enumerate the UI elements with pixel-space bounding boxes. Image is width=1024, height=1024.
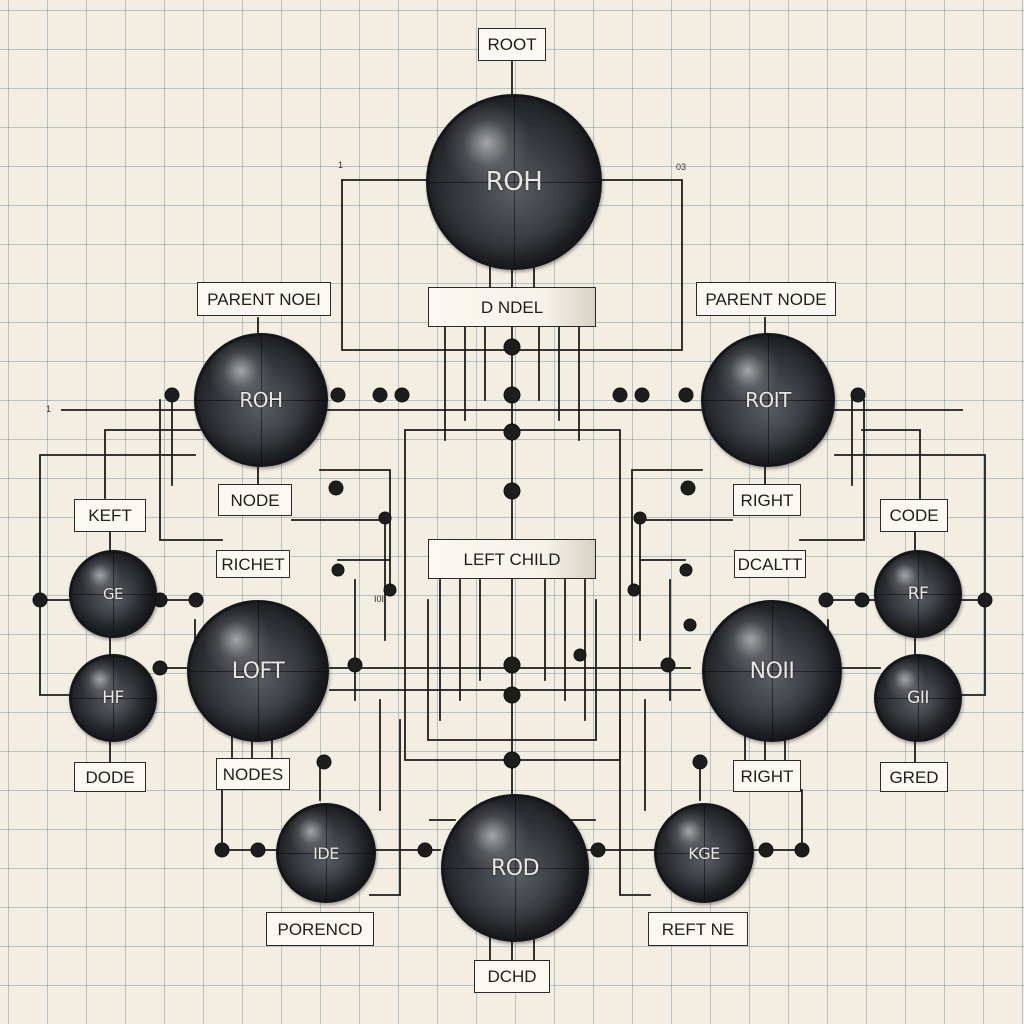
outer-right-top-node[interactable]: RF xyxy=(874,550,962,638)
outer-right-bottom-node-label: GII xyxy=(907,688,929,708)
right-child-node[interactable]: NOII xyxy=(702,600,842,742)
right-child-node-label: NOII xyxy=(749,658,795,684)
kleft-tag: KEFT xyxy=(74,499,146,532)
outer-left-top-node[interactable]: GE xyxy=(69,550,157,638)
bottom-left-node-label: IDE xyxy=(313,843,339,863)
tick-top-right: 03 xyxy=(676,162,687,172)
left-child-node[interactable]: LOFT xyxy=(187,600,329,742)
right-tag: RIGHT xyxy=(733,484,801,516)
root-tag: ROOT xyxy=(478,28,546,61)
left-node-tag: NODE xyxy=(218,484,292,516)
outer-right-top-node-label: RF xyxy=(907,584,929,604)
tick-mid: I0I. xyxy=(374,594,387,604)
dchd-tag: DCHD xyxy=(474,960,550,993)
left-child-tag: LEFT CHILD xyxy=(428,539,596,579)
root-node[interactable]: ROH xyxy=(426,94,602,270)
bottom-center-node[interactable]: ROD xyxy=(441,794,589,942)
right-parent-node-label: ROIT xyxy=(745,388,791,412)
bottom-right-node-label: KGE xyxy=(688,843,720,863)
root-node-label: ROH xyxy=(485,167,543,197)
outer-left-bottom-node[interactable]: HF xyxy=(69,654,157,742)
left-parent-node-label: ROH xyxy=(239,388,283,412)
right-lower-tag: RIGHT xyxy=(733,760,801,792)
tick-left-edge: 1 xyxy=(46,404,52,414)
reftne-tag: REFT NE xyxy=(648,912,748,946)
left-child-node-label: LOFT xyxy=(231,658,285,684)
center-tag: D NDEL xyxy=(428,287,596,327)
bottom-center-node-label: ROD xyxy=(490,855,540,881)
gred-tag: GRED xyxy=(880,762,948,792)
porencd-tag: PORENCD xyxy=(266,912,374,946)
bottom-left-node[interactable]: IDE xyxy=(276,803,376,903)
tick-top-left: 1 xyxy=(338,160,344,170)
outer-left-top-node-label: GE xyxy=(102,585,124,603)
code-tag: CODE xyxy=(880,499,948,532)
parent-right-tag: PARENT NODE xyxy=(696,282,836,316)
parent-left-tag: PARENT NOEI xyxy=(197,282,331,316)
bottom-right-node[interactable]: KGE xyxy=(654,803,754,903)
outer-right-bottom-node[interactable]: GII xyxy=(874,654,962,742)
nodes-tag: NODES xyxy=(216,758,290,790)
dcaltt-tag: DCALTT xyxy=(734,550,806,578)
right-parent-node[interactable]: ROIT xyxy=(701,333,835,467)
left-parent-node[interactable]: ROH xyxy=(194,333,328,467)
richet-tag: RICHET xyxy=(216,550,290,578)
dode-tag: DODE xyxy=(74,762,146,792)
outer-left-bottom-node-label: HF xyxy=(102,688,124,708)
